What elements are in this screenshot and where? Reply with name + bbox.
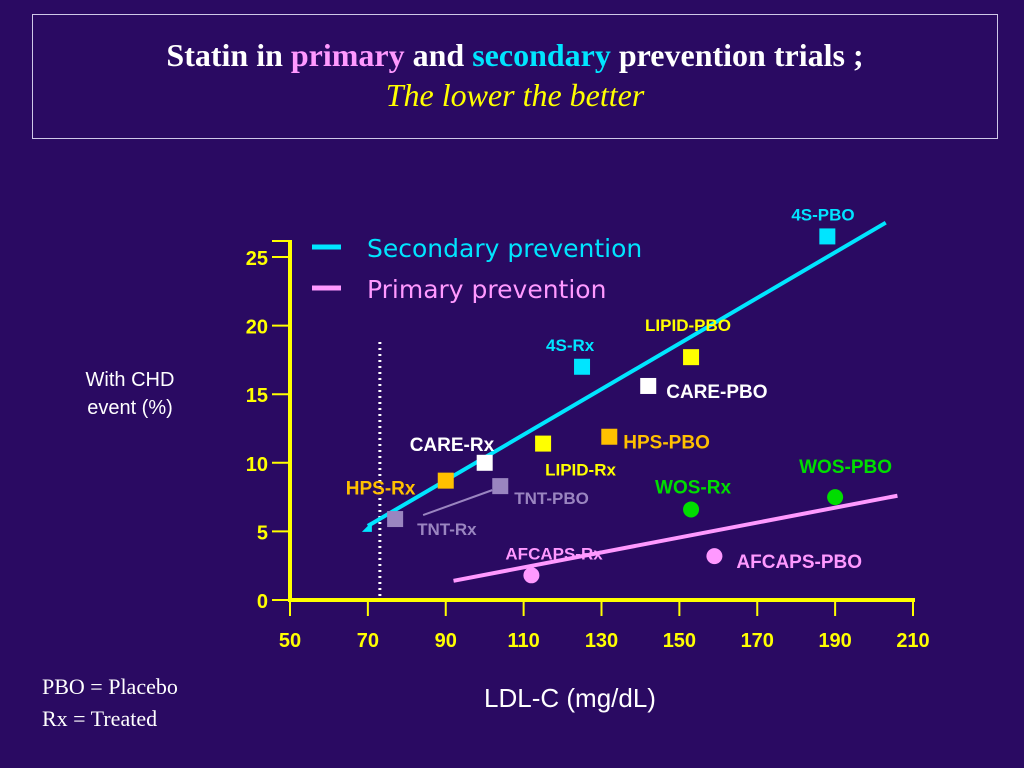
footnote-pbo: PBO = Placebo	[42, 674, 178, 699]
label-4s-rx: 4S-Rx	[546, 336, 595, 355]
y-axis-label-line1: With CHD	[85, 369, 175, 391]
label-afcaps-rx: AFCAPS-Rx	[505, 544, 603, 563]
x-tick-label: 90	[435, 630, 457, 652]
label-care-pbo: CARE-PBO	[666, 382, 767, 403]
point-tnt-rx	[387, 511, 404, 528]
y-tick-label: 5	[257, 522, 268, 544]
footnote-rx: Rx = Treated	[42, 706, 158, 731]
point-lipid-pbo	[683, 349, 700, 366]
point-4s-pbo	[819, 228, 836, 245]
label-hps-rx: HPS-Rx	[346, 479, 416, 500]
trend-line	[366, 220, 887, 528]
label-wos-pbo: WOS-PBO	[799, 457, 892, 478]
label-tnt-rx: TNT-Rx	[417, 520, 477, 539]
title-box: Statin in primary and secondary preventi…	[32, 14, 998, 139]
trend-line	[453, 493, 898, 583]
point-hps-pbo	[601, 428, 618, 445]
x-tick-label: 210	[896, 630, 929, 652]
point-afcaps-pbo	[706, 548, 723, 565]
x-tick-label: 170	[741, 630, 774, 652]
trend-line-arrow	[361, 521, 372, 532]
point-hps-rx	[437, 472, 454, 489]
label-lipid-rx: LIPID-Rx	[545, 461, 616, 480]
y-tick-label: 10	[246, 454, 268, 476]
x-tick-label: 130	[585, 630, 618, 652]
title-part1: Statin in	[166, 37, 283, 73]
label-lipid-pbo: LIPID-PBO	[645, 316, 731, 335]
title-part2: prevention trials ;	[618, 37, 864, 73]
tnt-connector-line	[422, 489, 493, 516]
x-tick-label: 70	[357, 630, 379, 652]
point-4s-rx	[574, 358, 591, 375]
point-tnt-pbo	[492, 478, 509, 495]
point-lipid-rx	[535, 435, 552, 452]
legend-label-primary: Primary prevention	[367, 275, 606, 304]
slide-title: Statin in primary and secondary preventi…	[33, 37, 997, 74]
x-tick-label: 150	[663, 630, 696, 652]
point-wos-pbo	[827, 489, 844, 506]
title-keyword-primary: primary	[290, 37, 405, 73]
label-4s-pbo: 4S-PBO	[791, 205, 854, 224]
label-afcaps-pbo: AFCAPS-PBO	[736, 552, 862, 573]
x-axis-label: LDL-C (mg/dL)	[484, 683, 656, 713]
title-and: and	[412, 37, 465, 73]
y-tick-label: 20	[246, 317, 268, 339]
legend-label-secondary: Secondary prevention	[367, 234, 642, 263]
point-afcaps-rx	[523, 567, 540, 584]
point-wos-rx	[683, 501, 700, 518]
slide-subtitle: The lower the better	[385, 77, 645, 113]
title-keyword-secondary: secondary	[472, 37, 611, 73]
y-tick-label: 0	[257, 591, 268, 613]
y-axis-label-line2: event (%)	[87, 397, 173, 419]
point-care-pbo	[640, 377, 657, 394]
y-tick-label: 25	[246, 248, 268, 270]
label-care-rx: CARE-Rx	[410, 435, 495, 456]
y-tick-label: 15	[246, 385, 268, 407]
label-hps-pbo: HPS-PBO	[623, 433, 710, 454]
x-tick-label: 110	[507, 630, 539, 652]
label-wos-rx: WOS-Rx	[655, 477, 731, 498]
point-care-rx	[476, 454, 493, 471]
x-tick-label: 190	[818, 630, 851, 652]
y-axis-label: With CHD event (%)	[70, 366, 190, 422]
x-tick-label: 50	[279, 630, 301, 652]
label-tnt-pbo: TNT-PBO	[514, 489, 589, 508]
